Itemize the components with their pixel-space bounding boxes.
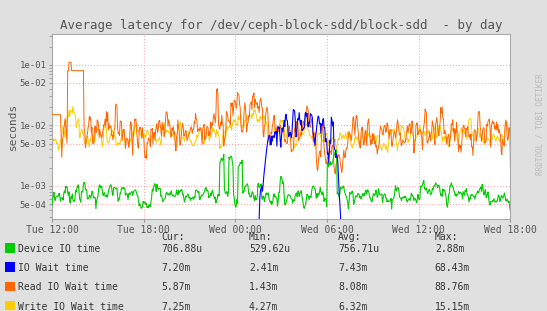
Text: 2.41m: 2.41m xyxy=(249,263,278,273)
Text: 88.76m: 88.76m xyxy=(435,282,470,292)
Text: 7.25m: 7.25m xyxy=(161,302,191,311)
Text: 6.32m: 6.32m xyxy=(338,302,368,311)
Text: 8.08m: 8.08m xyxy=(338,282,368,292)
Text: Cur:: Cur: xyxy=(161,232,185,242)
Text: 15.15m: 15.15m xyxy=(435,302,470,311)
Text: 7.20m: 7.20m xyxy=(161,263,191,273)
Text: Max:: Max: xyxy=(435,232,458,242)
Text: 68.43m: 68.43m xyxy=(435,263,470,273)
Text: Avg:: Avg: xyxy=(338,232,362,242)
Text: Write IO Wait time: Write IO Wait time xyxy=(18,302,124,311)
Text: 756.71u: 756.71u xyxy=(338,244,379,254)
Y-axis label: seconds: seconds xyxy=(8,103,18,150)
Text: RRDTOOL / TOBI OETIKER: RRDTOOL / TOBI OETIKER xyxy=(536,73,544,175)
Text: IO Wait time: IO Wait time xyxy=(18,263,89,273)
Text: 706.88u: 706.88u xyxy=(161,244,202,254)
Text: Min:: Min: xyxy=(249,232,272,242)
Text: 5.87m: 5.87m xyxy=(161,282,191,292)
Text: Device IO time: Device IO time xyxy=(18,244,100,254)
Title: Average latency for /dev/ceph-block-sdd/block-sdd  - by day: Average latency for /dev/ceph-block-sdd/… xyxy=(60,19,502,32)
Text: 2.88m: 2.88m xyxy=(435,244,464,254)
Text: 4.27m: 4.27m xyxy=(249,302,278,311)
Text: Read IO Wait time: Read IO Wait time xyxy=(18,282,118,292)
Text: 529.62u: 529.62u xyxy=(249,244,290,254)
Text: 7.43m: 7.43m xyxy=(338,263,368,273)
Text: 1.43m: 1.43m xyxy=(249,282,278,292)
